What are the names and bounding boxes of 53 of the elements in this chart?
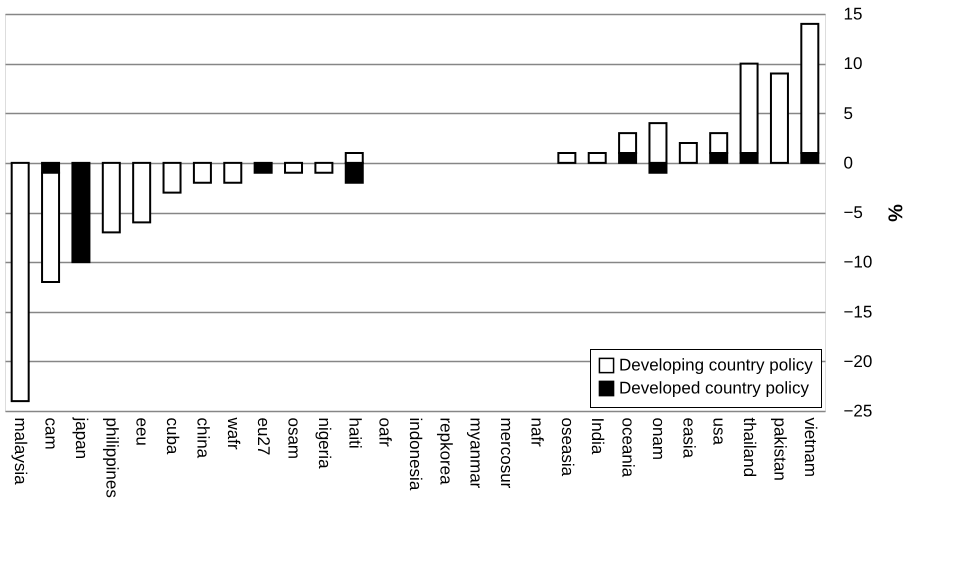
bar	[192, 162, 212, 184]
x-tick-label: onam	[648, 418, 668, 460]
bar	[678, 142, 698, 164]
x-tick-label: cam	[42, 418, 61, 450]
x-tick-label: eu27	[254, 418, 274, 456]
y-tick-label: −10	[844, 252, 872, 272]
y-tick-label: 0	[844, 153, 853, 172]
legend-label: Developed country policy	[619, 378, 810, 398]
x-tick-label: vietnam	[800, 418, 820, 478]
bar	[588, 152, 607, 164]
x-tick-label: cuba	[163, 418, 182, 455]
bar	[223, 162, 242, 184]
y-tick-label: 10	[844, 54, 862, 74]
x-tick-label: usa	[710, 418, 729, 446]
bar	[162, 162, 182, 194]
x-tick-label: malaysia	[11, 418, 30, 486]
x-tick-label: oseasia	[558, 418, 577, 477]
y-tick-label: 5	[844, 104, 853, 123]
bar	[254, 162, 273, 174]
x-tick-label: easia	[679, 418, 698, 459]
x-tick-label: wafr	[224, 416, 243, 450]
x-tick-label: thailand	[740, 418, 760, 478]
x-tick-label: japan	[72, 416, 91, 460]
x-tick-label: haiti	[345, 418, 364, 449]
x-tick-label: eeu	[132, 418, 152, 446]
bar	[557, 152, 576, 164]
x-tick-label: oceania	[618, 418, 638, 478]
x-tick-label: indonesia	[406, 418, 425, 491]
x-tick-label: oafr	[376, 418, 395, 448]
bar	[71, 162, 90, 264]
bar	[132, 162, 152, 224]
bar	[102, 162, 121, 234]
y-tick-label: 15	[844, 4, 862, 24]
y-axis-title: %	[883, 204, 906, 222]
y-tick-label: −20	[844, 352, 872, 371]
x-tick-label: osam	[284, 418, 304, 460]
x-tick-label: china	[193, 418, 212, 459]
bar	[314, 162, 334, 174]
bar	[10, 162, 30, 402]
x-tick-label: India	[588, 418, 608, 455]
bar	[284, 162, 304, 174]
x-tick-label: philippines	[102, 418, 122, 498]
y-tick-label: −25	[844, 402, 872, 420]
x-tick-label: mercosur	[497, 418, 516, 489]
y-tick-label: −15	[844, 302, 872, 322]
x-tick-label: repkorea	[436, 418, 456, 486]
bar	[770, 72, 789, 164]
x-tick-label: nigeria	[314, 418, 334, 470]
x-tick-label: pakistan	[770, 418, 790, 481]
y-tick-label: −5	[844, 203, 863, 222]
x-tick-label: myanmar	[466, 418, 486, 489]
x-tick-label: nafr	[527, 418, 546, 448]
legend-label: Developing country policy	[619, 356, 814, 374]
